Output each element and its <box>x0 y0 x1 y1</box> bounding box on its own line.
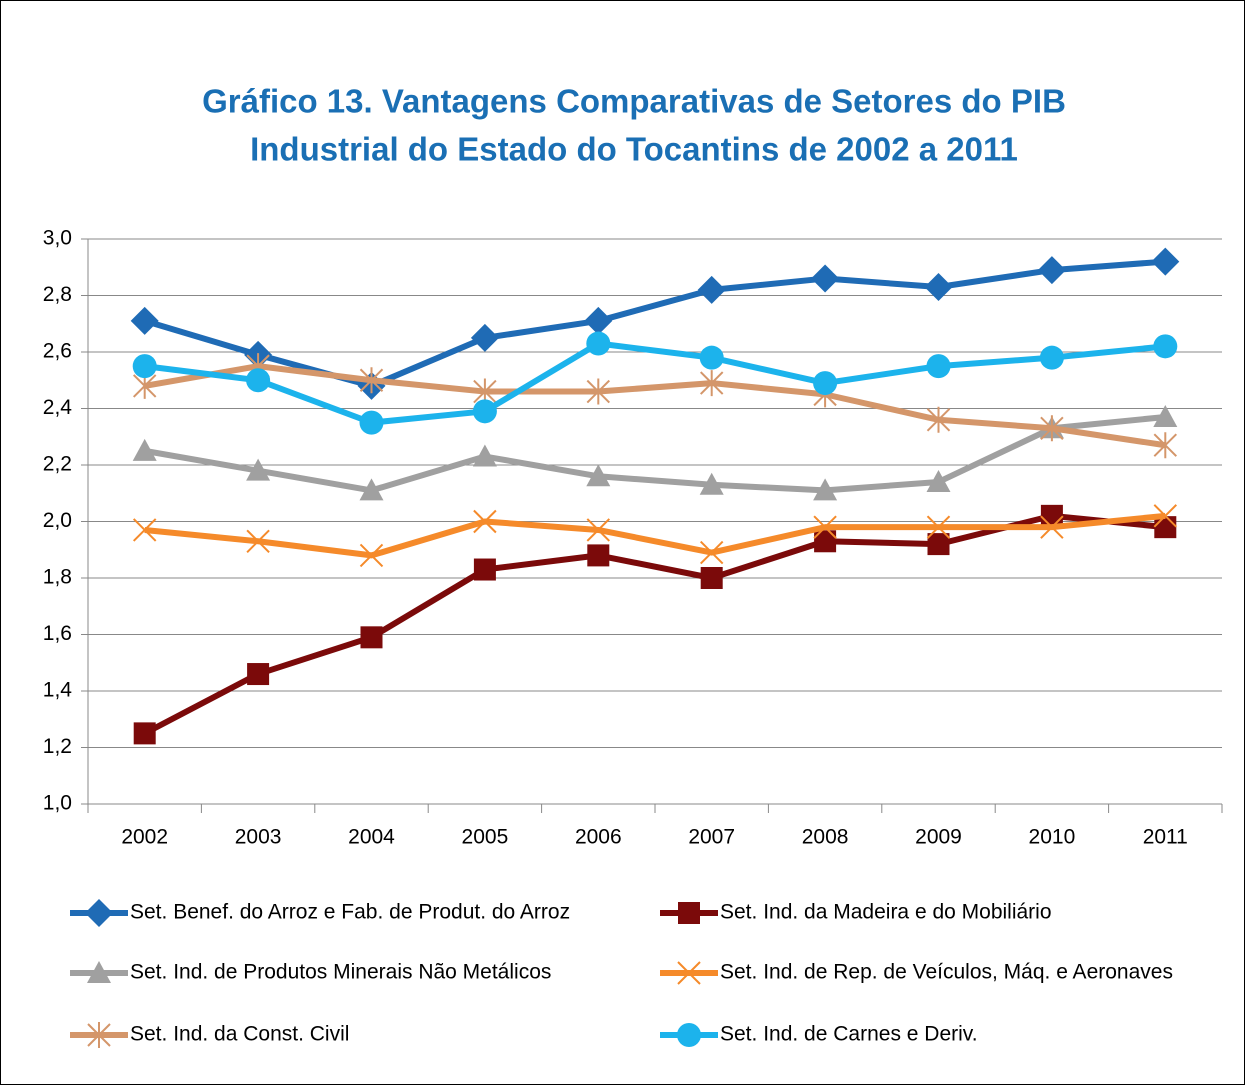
marker <box>1153 504 1178 528</box>
y-tick-label: 1,4 <box>43 679 73 702</box>
marker <box>470 323 499 352</box>
marker <box>586 464 611 487</box>
x-tick-label: 2004 <box>348 826 395 849</box>
x-tick-label: 2003 <box>235 826 282 849</box>
marker <box>473 509 497 534</box>
y-tick-label: 2,2 <box>43 453 72 476</box>
marker <box>699 540 724 565</box>
marker <box>132 438 157 461</box>
marker <box>926 515 951 539</box>
marker <box>813 515 837 539</box>
marker <box>811 264 840 293</box>
legend-label: Set. Ind. de Carnes e Deriv. <box>720 1023 978 1046</box>
chart-title: Gráfico 13. Vantagens Comparativas de Se… <box>202 83 1066 120</box>
marker <box>924 273 953 302</box>
marker <box>1151 247 1180 276</box>
legend-label: Set. Ind. de Produtos Minerais Não Metál… <box>130 961 551 984</box>
marker <box>699 370 724 397</box>
marker <box>700 567 723 589</box>
y-tick-label: 1,0 <box>43 792 72 815</box>
y-tick-label: 3,0 <box>43 227 72 250</box>
legend-label: Set. Ind. da Const. Civil <box>130 1023 349 1046</box>
marker <box>1153 334 1178 359</box>
x-tick-label: 2005 <box>462 826 509 849</box>
x-tick-label: 2008 <box>802 826 849 849</box>
marker <box>87 1022 111 1048</box>
x-tick-label: 2011 <box>1143 826 1188 849</box>
marker <box>360 626 383 649</box>
marker <box>1153 432 1178 459</box>
marker <box>814 530 837 553</box>
marker <box>678 902 700 924</box>
marker <box>132 518 157 542</box>
marker <box>677 1023 701 1047</box>
marker <box>87 961 111 983</box>
y-tick-label: 2,4 <box>43 396 73 419</box>
marker <box>473 558 496 581</box>
marker <box>586 378 611 405</box>
marker <box>359 367 384 394</box>
marker <box>1037 256 1066 285</box>
x-tick-label: 2009 <box>915 826 962 849</box>
marker <box>587 544 610 567</box>
legend-label: Set. Benef. do Arroz e Fab. de Produt. d… <box>130 901 570 924</box>
marker <box>132 354 157 379</box>
legend-label: Set. Ind. da Madeira e do Mobiliário <box>720 901 1052 924</box>
marker <box>699 472 724 495</box>
marker <box>359 478 384 501</box>
marker <box>133 722 156 745</box>
marker <box>926 406 951 433</box>
marker <box>1153 404 1178 427</box>
marker <box>584 306 613 335</box>
legend-label: Set. Ind. de Rep. de Veículos, Máq. e Ae… <box>720 961 1173 984</box>
y-tick-label: 2,8 <box>43 283 72 306</box>
marker <box>926 354 951 379</box>
y-tick-label: 1,6 <box>43 622 72 645</box>
series-line <box>144 512 1166 559</box>
x-tick-label: 2007 <box>688 826 735 849</box>
marker <box>472 399 497 424</box>
marker <box>247 663 270 686</box>
marker <box>130 306 159 335</box>
marker <box>472 444 497 467</box>
marker <box>1040 415 1064 442</box>
y-tick-label: 2,0 <box>43 509 72 532</box>
marker <box>1040 515 1064 539</box>
marker <box>699 345 724 370</box>
marker <box>359 410 384 435</box>
series-line <box>144 363 1166 449</box>
marker <box>85 899 113 927</box>
x-tick-label: 2010 <box>1029 826 1076 849</box>
y-tick-label: 1,2 <box>43 735 72 758</box>
marker <box>586 331 611 356</box>
chart-title: Industrial do Estado do Tocantins de 200… <box>250 131 1018 168</box>
marker <box>246 368 271 393</box>
marker <box>697 275 726 304</box>
marker <box>1039 345 1064 370</box>
marker <box>813 478 838 501</box>
marker <box>927 533 950 556</box>
marker <box>926 469 951 492</box>
marker <box>586 518 611 542</box>
y-tick-label: 2,6 <box>43 340 72 363</box>
marker <box>246 529 270 553</box>
marker <box>359 543 384 568</box>
marker <box>246 458 271 481</box>
marker <box>813 371 838 396</box>
y-tick-label: 1,8 <box>43 566 72 589</box>
series-line <box>144 413 1166 494</box>
x-tick-label: 2002 <box>121 826 168 849</box>
series-line <box>144 340 1166 426</box>
x-tick-label: 2006 <box>575 826 622 849</box>
marker <box>677 961 701 985</box>
